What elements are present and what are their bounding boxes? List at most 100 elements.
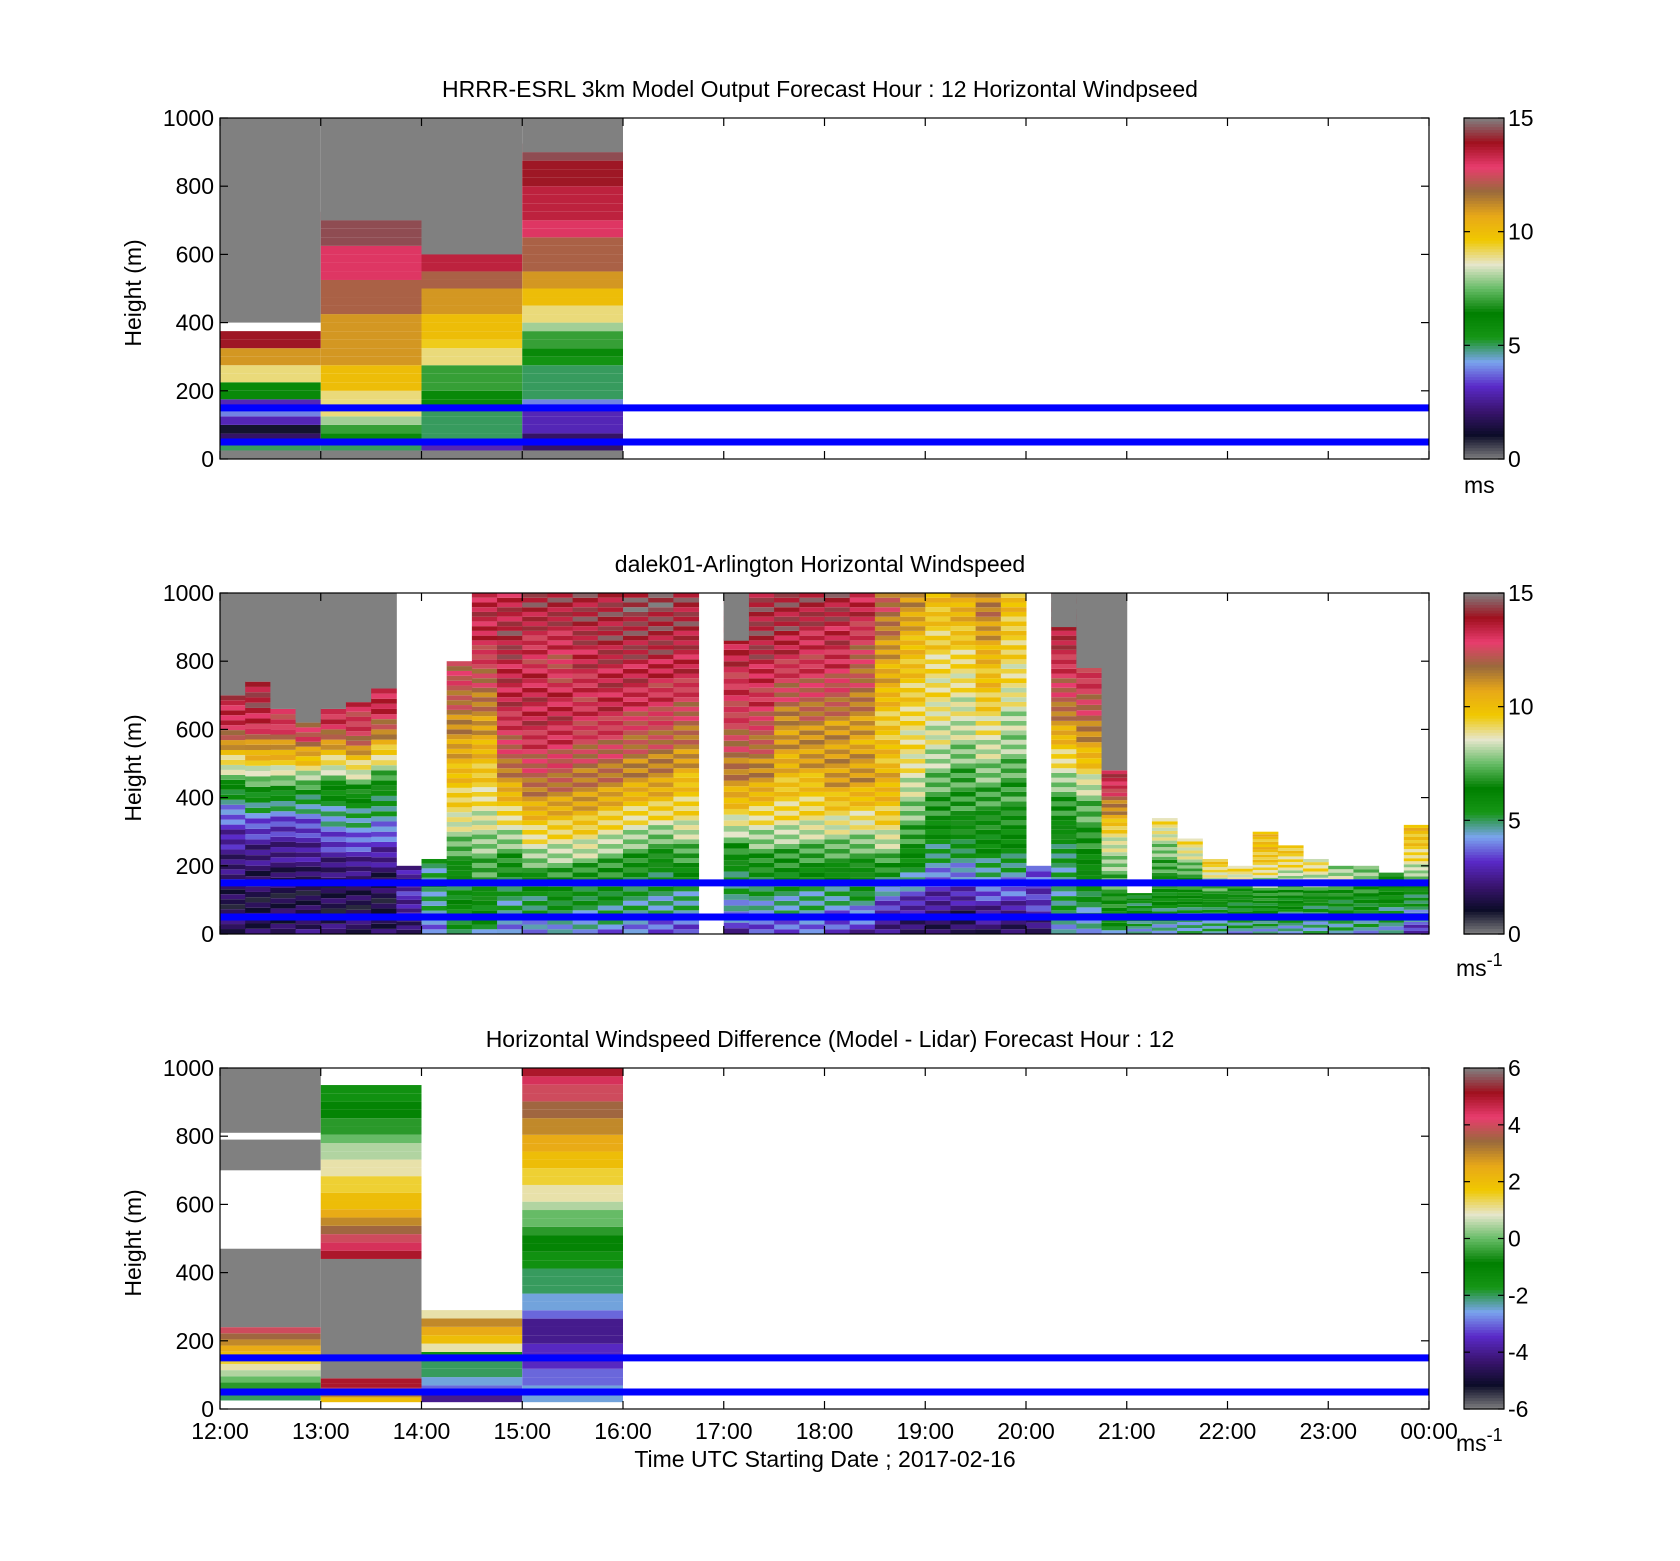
- heatmap-cell: [950, 654, 977, 660]
- heatmap-cell: [547, 900, 574, 906]
- heatmap-cell: [597, 891, 624, 897]
- heatmap-cell: [572, 806, 599, 811]
- heatmap-cell: [1227, 891, 1254, 895]
- colorbar-swatch: [1464, 1386, 1504, 1390]
- heatmap-cell: [220, 730, 246, 736]
- heatmap-cell: [220, 1363, 321, 1371]
- heatmap-cell: [975, 626, 1002, 631]
- heatmap-cell: [648, 896, 674, 901]
- heatmap-cell: [824, 910, 851, 916]
- heatmap-cell: [849, 744, 876, 750]
- heatmap-cell: [345, 764, 372, 770]
- y-tick-label: 400: [176, 310, 214, 336]
- heatmap-cell: [1101, 922, 1128, 927]
- colorbar-swatch: [1464, 902, 1504, 907]
- colorbar-swatch: [1464, 316, 1504, 321]
- heatmap-cell: [245, 813, 271, 819]
- heatmap-cell: [874, 749, 901, 755]
- heatmap-cell: [497, 597, 523, 603]
- heatmap-cell: [320, 734, 347, 740]
- heatmap-cell: [1000, 758, 1027, 764]
- heatmap-cell: [975, 905, 1002, 911]
- heatmap-cell: [522, 433, 623, 442]
- heatmap-cell: [1000, 825, 1027, 830]
- heatmap-cell: [1101, 807, 1128, 812]
- heatmap-cell: [799, 891, 825, 897]
- heatmap-cell: [925, 716, 951, 721]
- heatmap-cell: [950, 896, 977, 901]
- heatmap-cell: [648, 749, 674, 755]
- colorbar-swatch: [1464, 405, 1504, 409]
- heatmap-cell: [723, 672, 750, 679]
- colorbar-swatch: [1464, 763, 1504, 767]
- heatmap-cell: [1076, 731, 1103, 737]
- heatmap-cell: [471, 749, 498, 755]
- heatmap-cell: [1403, 858, 1430, 862]
- heatmap-cell: [874, 858, 901, 863]
- colorbar-swatch: [1464, 905, 1504, 910]
- heatmap-cell: [874, 720, 901, 726]
- heatmap-cell: [673, 834, 700, 840]
- heatmap-cell: [648, 886, 674, 892]
- heatmap-cell: [623, 924, 649, 930]
- heatmap-cell: [320, 220, 422, 229]
- colorbar-swatch: [1464, 217, 1504, 221]
- heatmap-cell: [774, 640, 800, 646]
- heatmap-cell: [597, 796, 624, 802]
- colorbar-swatch: [1464, 132, 1504, 136]
- heatmap-cell: [849, 787, 876, 792]
- heatmap-cell: [673, 697, 700, 702]
- heatmap-cell: [648, 692, 674, 698]
- heatmap-cell: [975, 725, 1002, 731]
- heatmap-cell: [522, 820, 548, 826]
- heatmap-cell: [1151, 866, 1178, 870]
- colorbar-swatch: [1464, 760, 1504, 765]
- heatmap-cell: [874, 806, 901, 811]
- heatmap-cell: [1051, 919, 1077, 925]
- heatmap-cell: [547, 896, 574, 901]
- heatmap-cell: [371, 811, 397, 817]
- colorbar-swatch: [1464, 683, 1504, 688]
- heatmap-cell: [623, 682, 649, 688]
- colorbar-swatch: [1464, 834, 1504, 838]
- heatmap-cell: [950, 844, 977, 849]
- colorbar-swatch: [1464, 1090, 1504, 1095]
- heatmap-cell: [497, 593, 523, 598]
- heatmap-cell: [748, 772, 775, 778]
- heatmap-cell: [1202, 888, 1228, 892]
- heatmap-cell: [900, 815, 926, 821]
- heatmap-cell: [950, 697, 977, 702]
- heatmap-cell: [522, 1318, 623, 1327]
- heatmap-cell: [1000, 924, 1027, 930]
- heatmap-cell: [1051, 862, 1077, 868]
- heatmap-cell: [1277, 906, 1304, 910]
- heatmap-cell: [320, 841, 347, 848]
- heatmap-cell: [950, 649, 977, 655]
- colorbar-tick-labels: 0 5 10 15: [1508, 105, 1534, 472]
- colorbar-gradient: [1464, 118, 1504, 460]
- heatmap-cell: [471, 862, 498, 868]
- heatmap-cell: [925, 735, 951, 740]
- heatmap-cell: [320, 1250, 422, 1259]
- heatmap-cell: [320, 305, 422, 315]
- heatmap-cell: [371, 698, 397, 704]
- heatmap-cell: [270, 775, 297, 781]
- heatmap-cell: [723, 797, 750, 804]
- colorbar-swatch: [1464, 1136, 1504, 1140]
- heatmap-cell: [471, 664, 498, 669]
- heatmap-cell: [874, 772, 901, 778]
- heatmap-cell: [874, 754, 901, 759]
- heatmap-cell: [925, 692, 951, 698]
- heatmap-cell: [220, 829, 246, 835]
- heatmap-cell: [925, 806, 951, 811]
- heatmap-cell: [320, 331, 422, 340]
- heatmap-cell: [748, 739, 775, 745]
- heatmap-cell: [1151, 843, 1178, 848]
- heatmap-cell: [547, 867, 574, 873]
- colorbar-swatch: [1464, 1335, 1504, 1339]
- heatmap-cell: [1051, 867, 1077, 873]
- heatmap-cell: [975, 810, 1002, 816]
- heatmap-cell: [1252, 890, 1279, 894]
- heatmap-cell: [950, 626, 977, 631]
- heatmap-cell: [849, 929, 876, 934]
